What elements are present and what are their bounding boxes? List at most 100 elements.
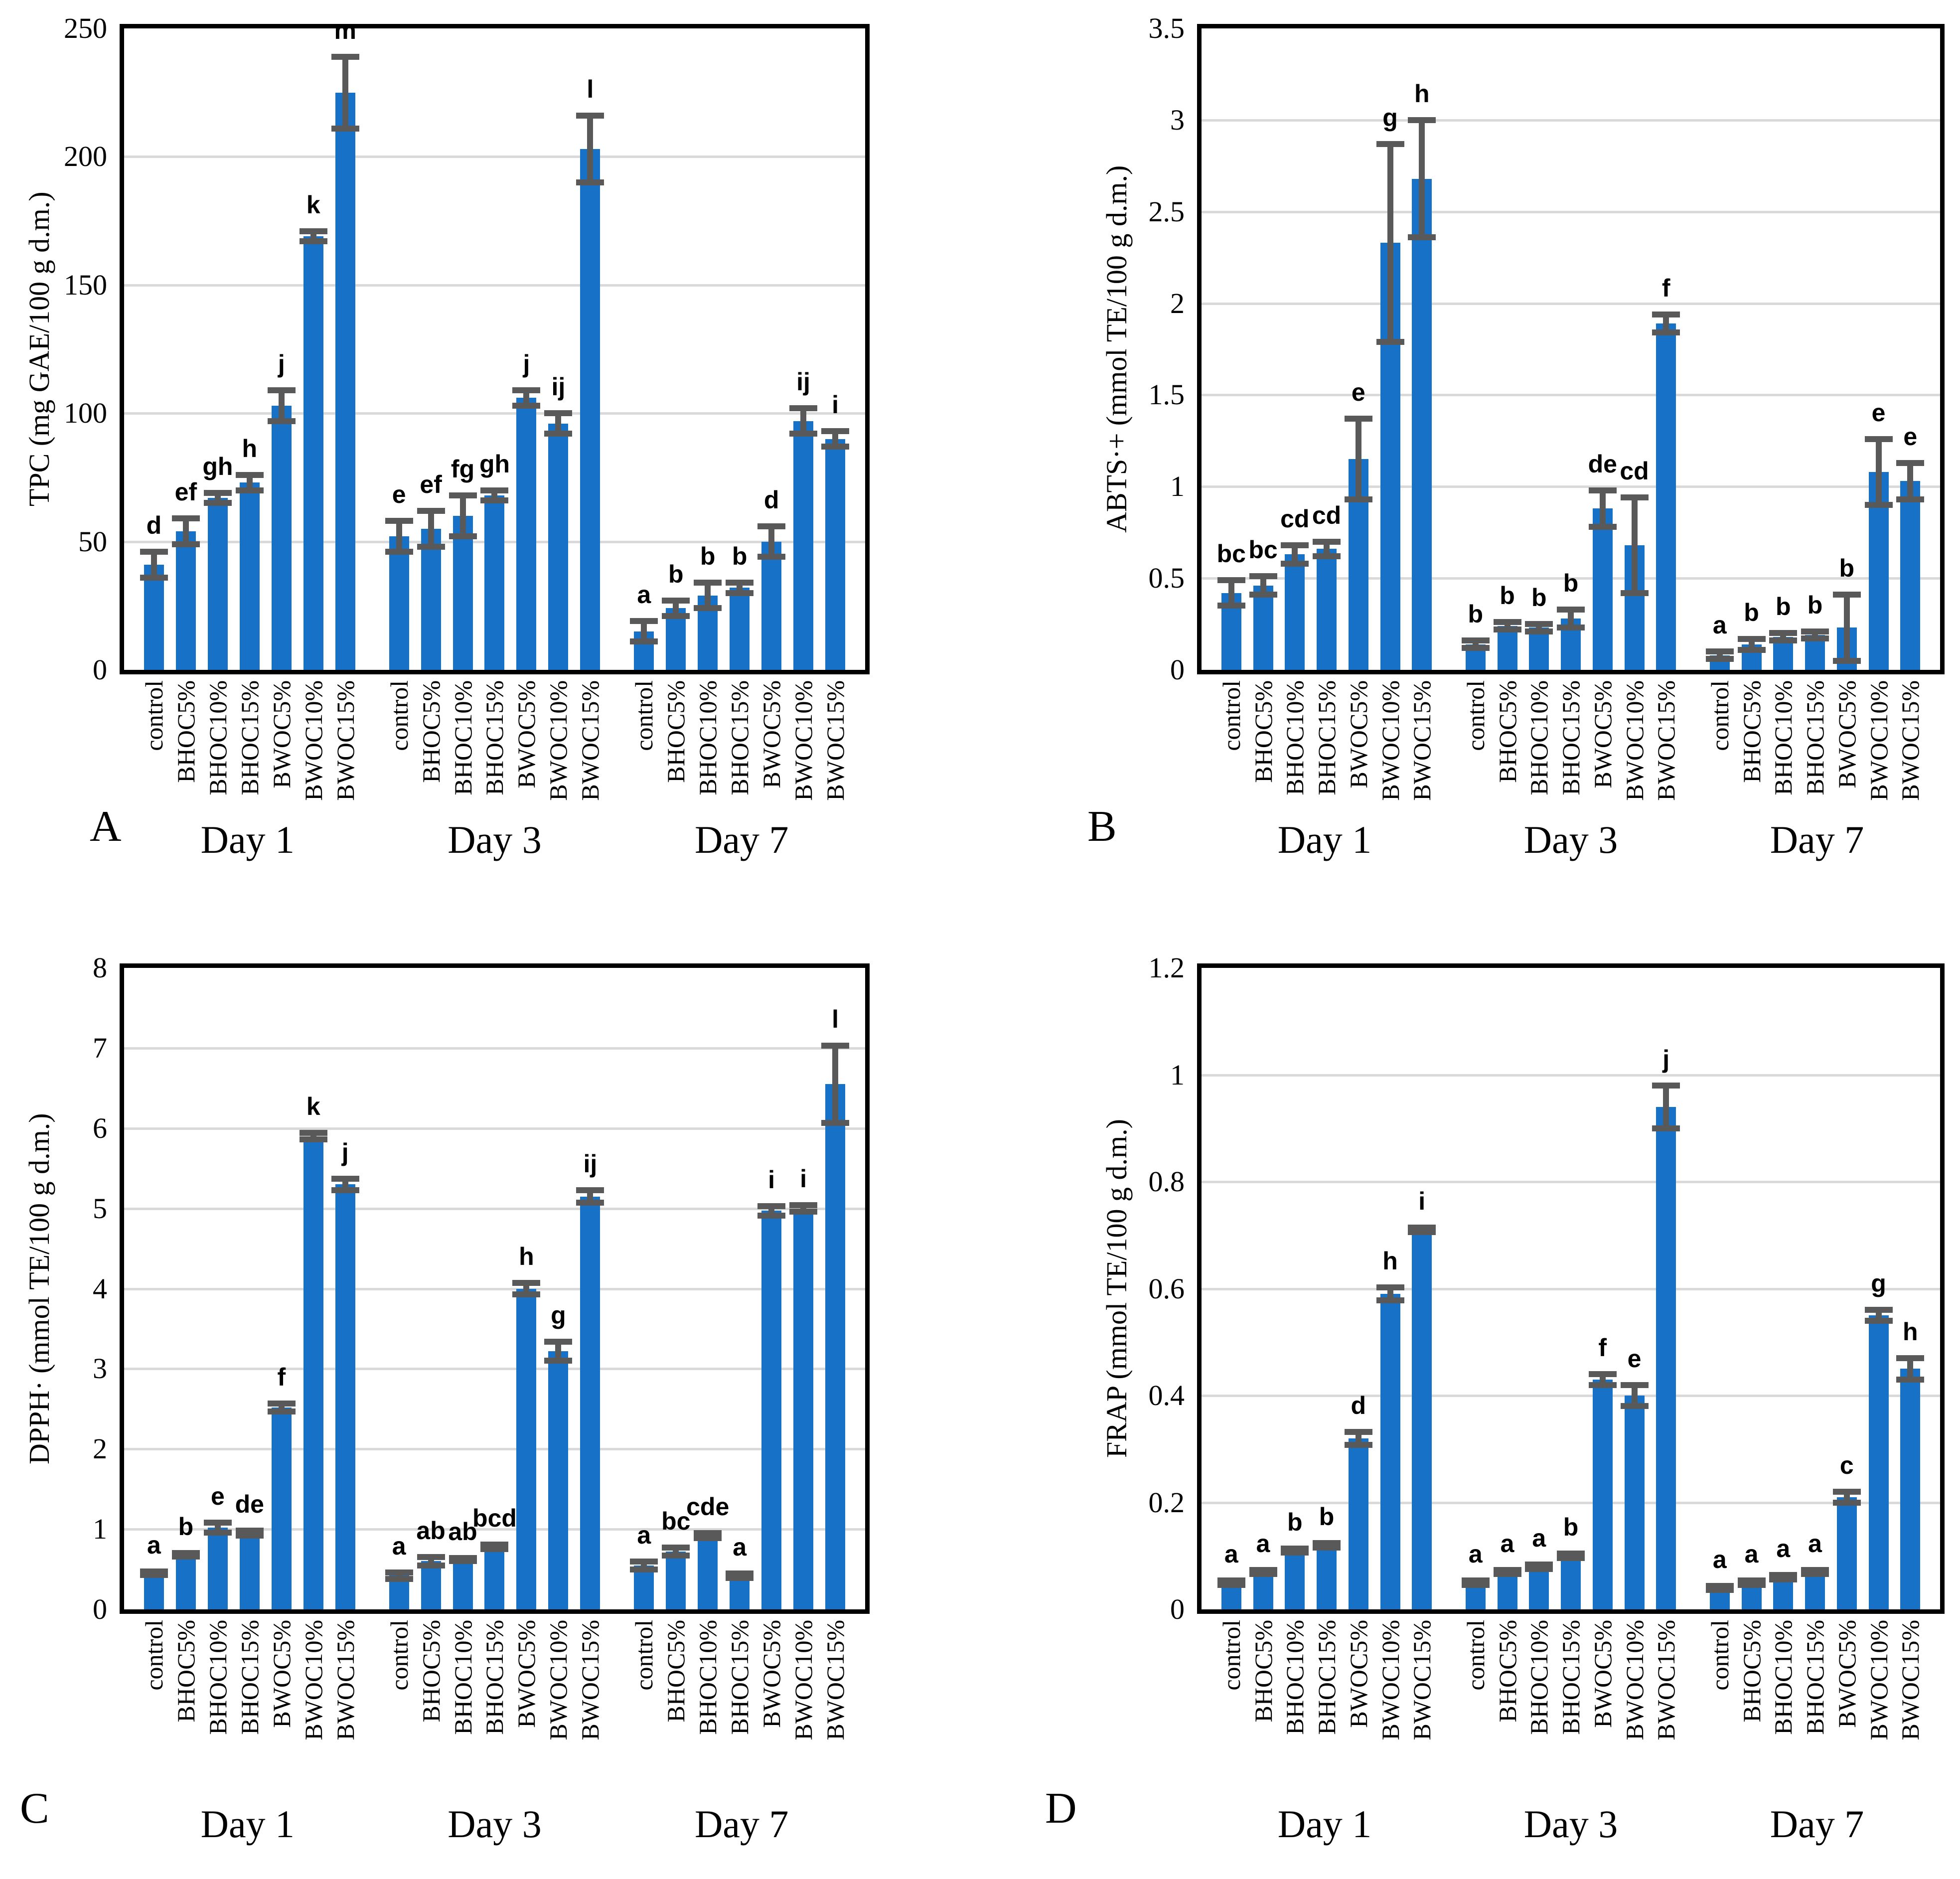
gridline	[124, 1127, 865, 1130]
significance-letter: d	[146, 511, 162, 540]
significance-letter: f	[277, 1363, 286, 1391]
x-tick-label: BHOC10%	[694, 1620, 722, 1735]
panel-letter: A	[90, 802, 122, 851]
error-bar-cap-bottom	[1249, 1571, 1277, 1577]
day-label: Day 1	[200, 1802, 295, 1846]
bar: h	[1408, 81, 1436, 670]
significance-letter: e	[1871, 398, 1886, 427]
x-tick-label: BWOC10%	[1864, 680, 1893, 801]
error-bar-cap-top	[512, 387, 541, 393]
error-bar-cap-top	[480, 1541, 509, 1548]
panel-letter: D	[1045, 1784, 1077, 1833]
bar-group-day-3: a ab ab bcd h g ij	[372, 968, 617, 1609]
significance-letter: de	[1588, 450, 1617, 478]
bar-group-day-1: d ef gh h j k m	[127, 18, 372, 670]
error-bar-stem	[1260, 576, 1266, 595]
error-bar-stem	[182, 518, 189, 544]
error-bar-stem	[1907, 1358, 1914, 1380]
y-tick-label: 1	[1170, 470, 1185, 503]
x-tick-label: BWOC5%	[1832, 1620, 1861, 1728]
bar: a	[1493, 1531, 1521, 1609]
x-tick-label: BHOC10%	[449, 680, 477, 795]
x-tick-label: BHOC5%	[417, 680, 445, 783]
x-label-group: control BHOC5% BHOC10% BHOC15% BWOC5% BWOC10%…	[372, 680, 617, 825]
error-bar-cap-top	[1588, 487, 1617, 493]
bar: fg	[449, 457, 477, 670]
x-tick-label: BWOC10%	[1620, 1620, 1649, 1740]
gridline	[1202, 1501, 1940, 1504]
significance-letter: ij	[796, 367, 810, 396]
error-bar-cap-top	[1769, 630, 1798, 636]
error-bar-cap-bottom	[480, 1546, 509, 1553]
day-label: Day 7	[694, 1802, 789, 1846]
bar: e	[203, 1484, 232, 1609]
significance-letter: m	[334, 16, 356, 44]
gridline	[124, 284, 865, 287]
error-bar-cap-bottom	[544, 1358, 573, 1364]
x-tick-label: BWOC15%	[576, 1620, 604, 1740]
error-bar-stem	[1228, 580, 1234, 606]
x-tick-label: BHOC5%	[662, 1620, 690, 1722]
error-bar-stem	[832, 1046, 839, 1123]
significance-letter: e	[1903, 422, 1918, 451]
x-tick-label: BWOC10%	[299, 680, 327, 801]
x-label-group: control BHOC5% BHOC10% BHOC15% BWOC5% BWOC10%…	[617, 680, 862, 825]
significance-letter: gh	[202, 452, 233, 480]
significance-letter: b	[732, 542, 748, 570]
y-tick-label: 1.5	[1148, 378, 1185, 411]
error-bar-cap-top	[1620, 1382, 1649, 1388]
x-tick-label: BHOC15%	[235, 680, 264, 795]
error-bar-cap-bottom	[1557, 625, 1585, 631]
error-bar-cap-top	[1461, 637, 1490, 644]
error-bar-cap-top	[1557, 606, 1585, 613]
x-tick-label: BHOC5%	[1493, 680, 1521, 783]
x-tick-label: BWOC10%	[544, 680, 573, 801]
error-bar-cap-top	[140, 549, 168, 555]
error-bar-cap-bottom	[235, 487, 264, 493]
bar: j	[331, 1140, 359, 1609]
bar: a	[140, 1533, 168, 1609]
plot-area: bc bc cd cd e g h b b b b de cd f a b b b b e e	[1197, 24, 1945, 674]
bar: a	[1801, 1531, 1829, 1609]
bar: ab	[416, 1518, 446, 1609]
y-tick-label: 6	[93, 1111, 107, 1144]
error-bar-stem	[151, 552, 157, 578]
y-tick-label: 0	[93, 653, 107, 686]
error-bar-cap-top	[385, 518, 413, 524]
error-bar-cap-bottom	[1461, 644, 1490, 651]
y-tick-label: 7	[93, 1031, 107, 1064]
y-tick-label: 5	[93, 1192, 107, 1225]
y-tick-label: 0	[1170, 653, 1185, 686]
significance-letter: a	[1808, 1529, 1822, 1558]
error-bar-cap-top	[1493, 619, 1521, 626]
error-bar-cap-bottom	[171, 541, 200, 547]
error-bar-cap-bottom	[1652, 329, 1680, 336]
bar: i	[821, 392, 850, 670]
significance-letter: cd	[1312, 501, 1342, 529]
error-bar-cap-top	[630, 1558, 658, 1565]
error-bar-cap-top	[1864, 1307, 1893, 1313]
error-bar-stem	[555, 1341, 562, 1361]
x-tick-label: BWOC5%	[1832, 680, 1861, 788]
error-bar-cap-bottom	[1737, 1581, 1766, 1588]
error-bar-cap-bottom	[1864, 1317, 1893, 1324]
day-label: Day 1	[1277, 1802, 1372, 1846]
error-bar-cap-bottom	[331, 125, 359, 132]
significance-letter: h	[1382, 1247, 1398, 1275]
bar: b	[662, 562, 690, 670]
significance-letter: a	[1500, 1529, 1514, 1558]
day-group-labels: Day 1 Day 3 Day 7	[124, 817, 865, 867]
x-tick-label: BHOC15%	[1557, 680, 1585, 795]
bars-row: bc bc cd cd e g h b b b b de cd f a b b b b e e	[1202, 28, 1940, 670]
bar: ef	[417, 472, 445, 670]
bar: d	[140, 513, 168, 670]
x-tick-label: BHOC5%	[171, 1620, 200, 1722]
error-bar-stem	[705, 582, 711, 609]
x-tick-label: BHOC15%	[1801, 1620, 1829, 1735]
x-tick-label: control	[1705, 1620, 1734, 1691]
day-label: Day 7	[1770, 1802, 1864, 1846]
bar: a	[1705, 1547, 1734, 1609]
x-axis-labels: control BHOC5% BHOC10% BHOC15% BWOC5% BWOC10%…	[124, 680, 865, 825]
